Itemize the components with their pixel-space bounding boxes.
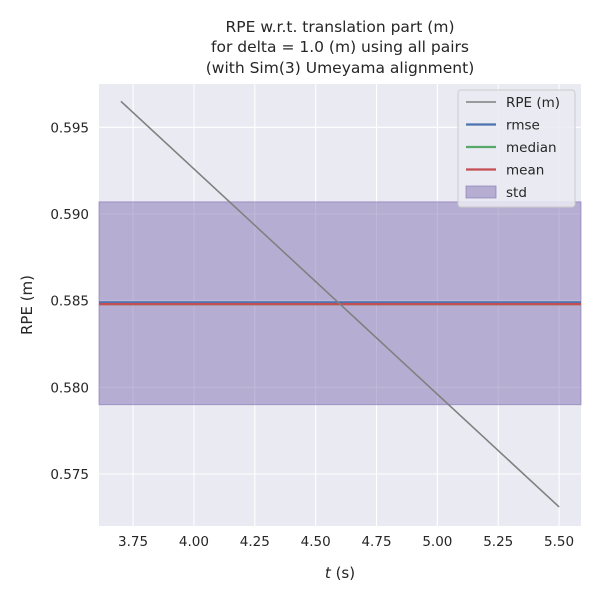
- y-tick-label: 0.580: [50, 380, 89, 396]
- legend-label: mean: [506, 163, 544, 179]
- legend-label: median: [506, 140, 557, 156]
- rpe-line: [120, 100, 560, 508]
- title-line-3: (with Sim(3) Umeyama alignment): [206, 59, 475, 77]
- y-tick-label: 0.585: [50, 294, 89, 310]
- x-axis-label: t (s): [325, 564, 355, 582]
- legend-label: rmse: [506, 118, 540, 134]
- title-line-2: for delta = 1.0 (m) using all pairs: [211, 38, 469, 56]
- x-axis-unit: (s): [331, 564, 355, 582]
- y-tick-label: 0.590: [50, 207, 89, 223]
- x-tick-label: 5.00: [422, 534, 452, 550]
- chart-title: RPE w.r.t. translation part (m) for delt…: [206, 18, 475, 77]
- legend-box: [457, 89, 576, 208]
- y-tick-label: 0.575: [50, 467, 89, 483]
- x-tick-label: 5.25: [483, 534, 513, 550]
- x-tick-label: 4.75: [361, 534, 391, 550]
- title-line-1: RPE w.r.t. translation part (m): [225, 18, 454, 36]
- y-axis-ticks: 0.575 0.580 0.585 0.590 0.595: [50, 120, 89, 483]
- x-tick-label: 4.25: [240, 534, 270, 550]
- x-tick-label: 4.50: [301, 534, 331, 550]
- x-axis-ticks: 3.75 4.00 4.25 4.50 4.75 5.00 5.25 5.50: [118, 534, 574, 550]
- x-tick-label: 5.50: [544, 534, 574, 550]
- x-tick-label: 4.00: [179, 534, 209, 550]
- x-tick-label: 3.75: [118, 534, 148, 550]
- y-axis-label: RPE (m): [18, 275, 36, 335]
- legend: RPE (m) rmse median mean std: [457, 89, 576, 208]
- legend-swatch: [465, 185, 497, 199]
- y-tick-label: 0.595: [50, 120, 89, 136]
- legend-label: RPE (m): [506, 95, 560, 111]
- legend-label: std: [506, 185, 527, 201]
- x-axis-variable: t: [325, 564, 332, 582]
- series-layer: [98, 100, 582, 508]
